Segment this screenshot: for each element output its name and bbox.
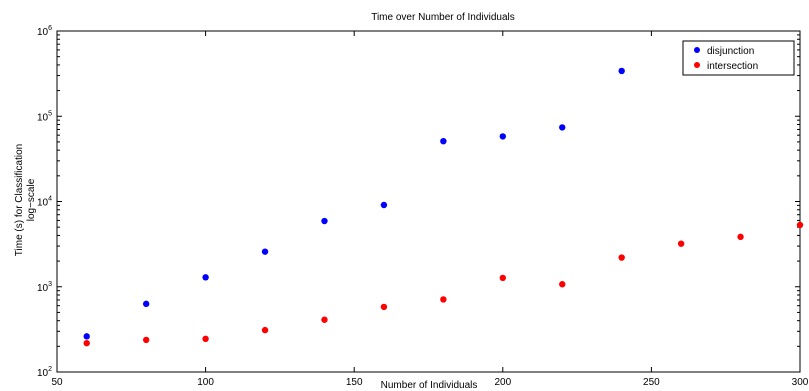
x-tick-label: 250 — [643, 377, 660, 388]
y-axis-title-line-2: log−scale — [26, 178, 37, 221]
legend-label-disjunction: disjunction — [707, 46, 754, 57]
axis-ticks — [56, 30, 801, 373]
legend-marker-disjunction — [694, 47, 700, 53]
intersection-point — [440, 296, 447, 303]
y-tick-label: 106 — [37, 25, 52, 38]
x-tick-label: 200 — [494, 377, 511, 388]
y-tick-label: 105 — [37, 110, 52, 123]
data-points — [83, 67, 804, 347]
disjunction-point — [499, 133, 506, 140]
intersection-point — [737, 233, 744, 241]
intersection-point — [202, 335, 209, 343]
disjunction-point — [202, 274, 209, 281]
intersection-point — [559, 281, 566, 288]
intersection-point — [499, 274, 506, 282]
x-tick-label: 150 — [346, 377, 363, 388]
disjunction-point — [559, 124, 566, 131]
disjunction-point — [83, 333, 90, 340]
intersection-point — [380, 303, 388, 311]
legend-entries: disjunction intersection — [694, 46, 758, 72]
disjunction-point — [618, 67, 625, 75]
legend: disjunction intersection — [682, 40, 795, 76]
y-tick-label: 102 — [37, 366, 52, 379]
x-tick-label: 50 — [51, 377, 63, 388]
intersection-point — [142, 336, 150, 344]
disjunction-point — [321, 217, 328, 225]
y-tick-label: 104 — [37, 196, 52, 209]
axis-tick-labels: 50 100 150 200 250 300 102 103 104 105 106 — [37, 25, 809, 388]
disjunction-point — [440, 137, 447, 145]
y-tick-label: 103 — [37, 281, 52, 294]
intersection-point — [261, 326, 269, 334]
chart-title: Time over Number of Individuals — [371, 12, 515, 23]
intersection-point — [618, 254, 625, 261]
y-axis-title: Time (s) for Classification log−scale — [14, 144, 37, 256]
intersection-point — [321, 316, 328, 323]
legend-marker-intersection — [694, 62, 700, 68]
intersection-point — [796, 221, 804, 229]
plot-frame — [56, 30, 801, 373]
intersection-point — [677, 240, 685, 247]
legend-label-intersection: intersection — [707, 61, 758, 72]
x-tick-label: 100 — [197, 377, 214, 388]
y-axis-title-line-1: Time (s) for Classification — [14, 144, 25, 256]
x-tick-label: 300 — [792, 377, 809, 388]
disjunction-point — [142, 300, 150, 308]
x-axis-title: Number of Individuals — [381, 380, 478, 391]
intersection-point — [83, 339, 90, 347]
disjunction-point — [261, 248, 269, 255]
legend-box — [682, 40, 795, 76]
disjunction-point — [380, 201, 388, 209]
